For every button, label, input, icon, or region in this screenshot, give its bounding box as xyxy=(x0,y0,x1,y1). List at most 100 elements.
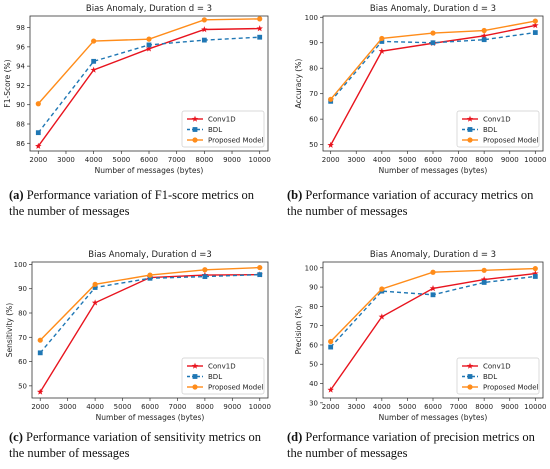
y-tick-label: 70 xyxy=(309,322,318,330)
data-point xyxy=(91,38,97,44)
x-tick-label: 10000 xyxy=(524,156,546,164)
y-tick-label: 80 xyxy=(18,310,27,318)
x-axis-label: Number of messages (bytes) xyxy=(95,166,204,175)
chart-panel-d: Bias Anomaly, Duration d = 3 2000 3000 4000… xyxy=(275,234,550,469)
y-tick-label: 50 xyxy=(309,361,318,369)
legend-marker xyxy=(191,362,199,369)
y-tick-label: 98 xyxy=(16,24,25,32)
y-tick-label: 92 xyxy=(16,82,25,90)
data-point xyxy=(481,280,487,285)
legend-label: Proposed Model xyxy=(208,137,264,145)
x-tick-label: 10000 xyxy=(249,403,271,411)
x-tick-label: 8000 xyxy=(475,403,493,411)
y-tick-label: 60 xyxy=(18,358,27,366)
data-point xyxy=(257,34,263,40)
legend: Conv1D BDL Proposed Model xyxy=(181,357,265,395)
data-point xyxy=(37,388,44,395)
x-tick-label: 10000 xyxy=(249,156,271,164)
chart-a: Bias Anomaly, Duration d = 3 2000 3000 4000… xyxy=(3,4,271,175)
data-point xyxy=(90,66,97,73)
x-tick-label: 10000 xyxy=(524,403,546,411)
x-tick-label: 4000 xyxy=(373,403,391,411)
chart-title: Bias Anomaly, Duration d = 3 xyxy=(370,4,496,14)
legend-label: BDL xyxy=(208,126,222,134)
data-point xyxy=(430,30,436,36)
x-tick-label: 2000 xyxy=(322,156,340,164)
y-tick-label: 90 xyxy=(16,101,25,109)
caption-label: (d) xyxy=(287,430,303,444)
y-tick-label: 100 xyxy=(305,264,318,272)
chart-c: Bias Anomaly, Duration d =3 2000 3000 4000 5… xyxy=(5,250,271,422)
y-tick-label: 70 xyxy=(18,334,27,342)
data-point xyxy=(532,18,538,24)
data-point xyxy=(146,42,152,48)
legend-label: Proposed Model xyxy=(483,384,539,392)
data-point xyxy=(145,45,153,52)
legend-marker xyxy=(467,374,473,379)
caption-d: (d) Performance variation of precision m… xyxy=(287,429,545,461)
x-tick-label: 6000 xyxy=(424,156,442,164)
legend-box xyxy=(456,357,540,395)
caption-text: Performance variation of precision metri… xyxy=(287,430,535,460)
chart-panel-a: Bias Anomaly, Duration d = 3 2000 3000 4000… xyxy=(0,0,275,234)
y-tick-label: 60 xyxy=(309,341,318,349)
caption-label: (c) xyxy=(9,430,23,444)
legend-marker xyxy=(191,115,199,122)
data-point xyxy=(430,292,436,298)
legend-box xyxy=(181,110,265,148)
x-tick-label: 9000 xyxy=(501,156,519,164)
chart-panel-b: Bias Anomaly, Duration d = 3 2000 3000 4000… xyxy=(275,0,550,234)
legend-marker xyxy=(466,362,474,369)
x-tick-label: 9000 xyxy=(501,403,519,411)
data-point xyxy=(201,37,207,43)
data-point xyxy=(91,299,99,306)
data-point xyxy=(327,141,334,148)
data-point xyxy=(256,25,263,32)
y-tick-label: 30 xyxy=(309,399,318,407)
legend-label: BDL xyxy=(483,126,497,134)
chart-d: Bias Anomaly, Duration d = 3 2000 3000 4000… xyxy=(294,250,546,422)
data-point xyxy=(201,26,208,33)
data-point xyxy=(481,37,487,43)
data-point xyxy=(146,36,152,42)
caption-a: (a) Performance variation of F1-score me… xyxy=(9,187,269,219)
x-tick-label: 3000 xyxy=(59,403,77,411)
x-tick-label: 5000 xyxy=(114,403,132,411)
data-point xyxy=(328,96,334,102)
caption-label: (b) xyxy=(287,188,303,202)
chart-title: Bias Anomaly, Duration d = 3 xyxy=(86,4,212,14)
data-point xyxy=(147,275,153,281)
data-point xyxy=(202,274,208,279)
x-tick-label: 2000 xyxy=(31,403,49,411)
legend-label: Conv1D xyxy=(208,363,236,371)
y-tick-label: 86 xyxy=(16,140,25,148)
chart-title: Bias Anomaly, Duration d =3 xyxy=(88,250,211,260)
data-point xyxy=(532,270,539,277)
x-tick-label: 6000 xyxy=(140,156,158,164)
y-tick-label: 50 xyxy=(18,382,27,390)
legend-label: Proposed Model xyxy=(483,137,539,145)
x-axis-label: Number of messages (bytes) xyxy=(379,413,488,422)
y-tick-label: 100 xyxy=(14,261,27,269)
data-point xyxy=(92,285,98,290)
y-axis-label: F1-Score (%) xyxy=(3,59,12,107)
y-axis-label: Sensitivity (%) xyxy=(5,303,14,357)
x-tick-label: 9000 xyxy=(223,156,241,164)
x-tick-label: 6000 xyxy=(141,403,159,411)
legend-label: Conv1D xyxy=(483,116,511,124)
data-point xyxy=(379,286,385,292)
data-point xyxy=(37,350,43,356)
x-tick-label: 2000 xyxy=(322,403,340,411)
data-point xyxy=(480,276,488,283)
caption-c: (c) Performance variation of sensitivity… xyxy=(9,429,269,461)
data-point xyxy=(532,274,538,279)
x-tick-label: 4000 xyxy=(85,156,103,164)
caption-text: Performance variation of F1-score metric… xyxy=(9,188,255,218)
data-point xyxy=(430,40,436,46)
data-point xyxy=(328,344,334,350)
x-tick-label: 7000 xyxy=(168,156,186,164)
legend-marker xyxy=(192,137,198,143)
y-tick-label: 94 xyxy=(16,63,25,71)
legend-box xyxy=(181,357,265,395)
y-tick-label: 40 xyxy=(309,380,318,388)
